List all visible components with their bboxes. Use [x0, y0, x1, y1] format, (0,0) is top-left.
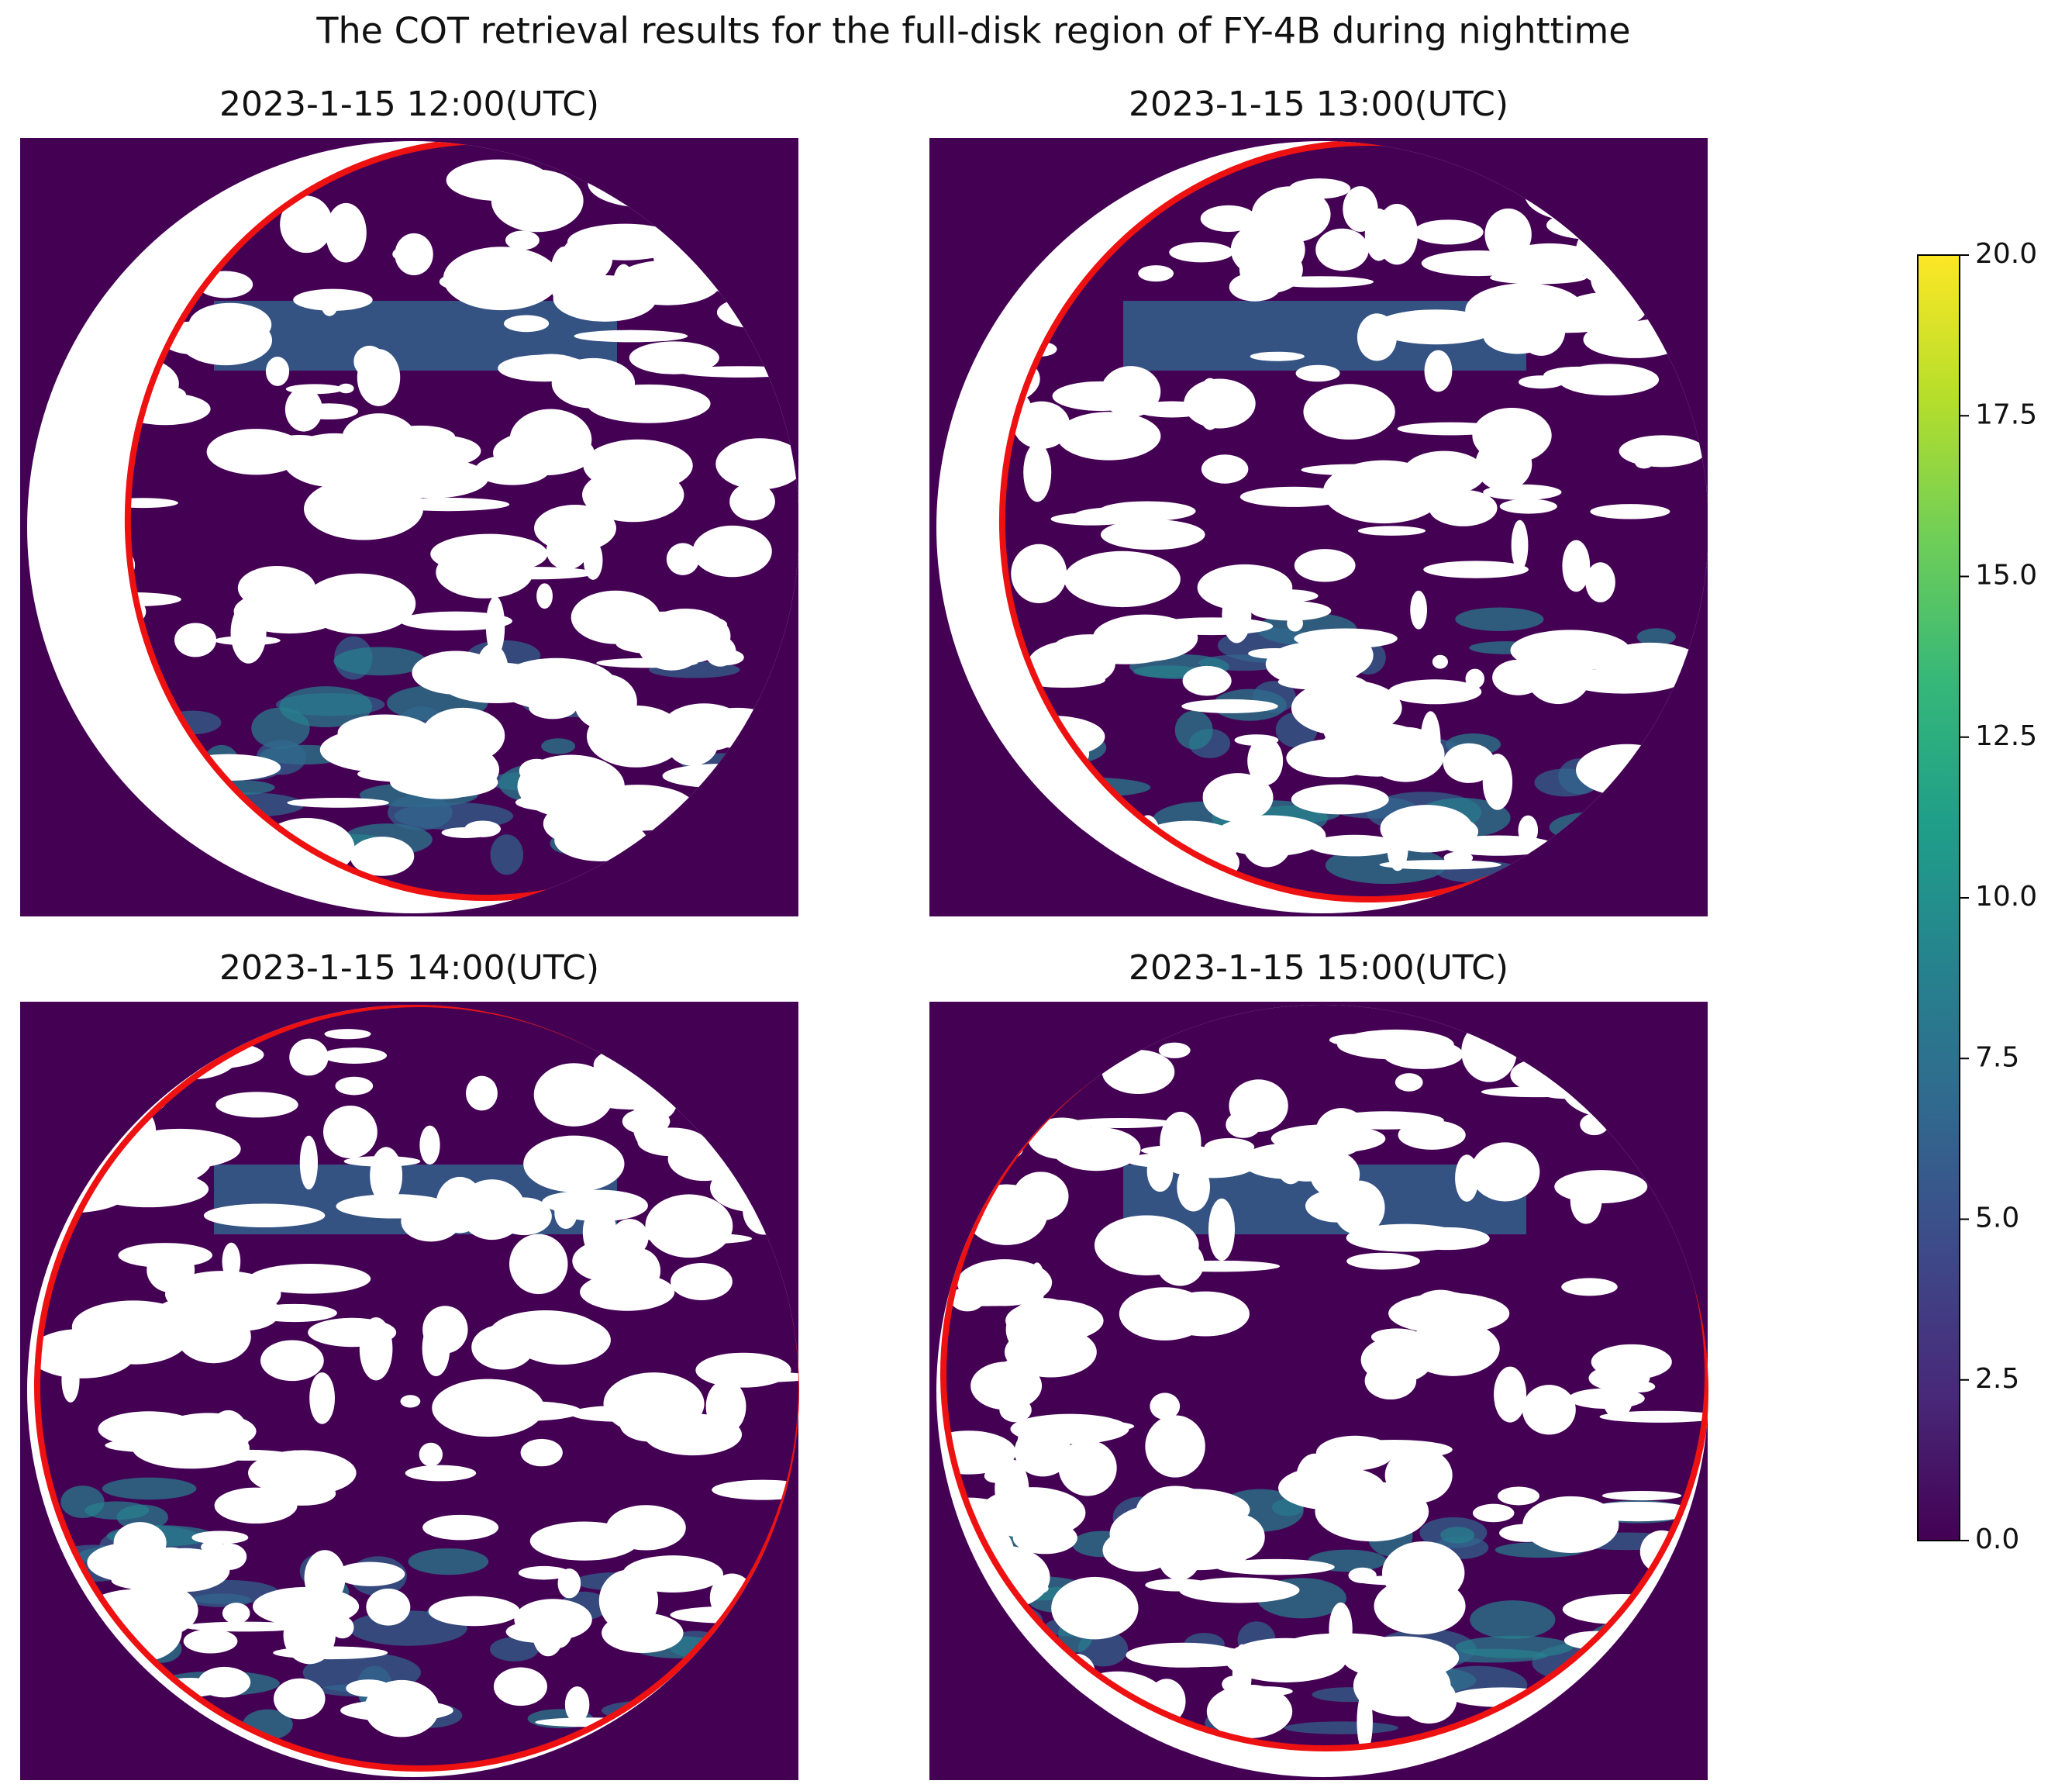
panel-image — [929, 1002, 1708, 1780]
terminator-line — [939, 1005, 1708, 1752]
terminator-line — [124, 141, 799, 902]
night-area — [943, 1005, 1708, 1749]
terminator-line — [33, 1005, 799, 1772]
colorbar-tick-label: 5.0 — [1975, 1203, 2019, 1234]
panel-image — [20, 1002, 799, 1780]
colorbar-tick-label: 17.5 — [1975, 399, 2037, 430]
panel-image — [929, 138, 1708, 916]
retrieval-area — [939, 1005, 1708, 1752]
colorbar-tick-label: 2.5 — [1975, 1363, 2019, 1395]
colorbar-tick-label: 12.5 — [1975, 720, 2037, 752]
panel-title: 2023-1-15 13:00(UTC) — [1129, 85, 1508, 124]
colorbar-tick-label: 7.5 — [1975, 1041, 2019, 1073]
night-area — [36, 1005, 799, 1769]
retrieval-area — [33, 1005, 799, 1772]
panel-title: 2023-1-15 12:00(UTC) — [219, 85, 599, 124]
colorbar-tick-label: 0.0 — [1975, 1524, 2019, 1555]
colorbar-tick-label: 20.0 — [1975, 238, 2037, 270]
colorbar-tick-label: 10.0 — [1975, 881, 2037, 913]
panel-image — [20, 138, 799, 916]
panel-title: 2023-1-15 14:00(UTC) — [219, 948, 599, 988]
panel-title: 2023-1-15 15:00(UTC) — [1129, 948, 1508, 988]
colorbar — [1917, 254, 1960, 1541]
figure-title: The COT retrieval results for the full-d… — [315, 10, 1630, 52]
colorbar-tick-label: 15.0 — [1975, 560, 2037, 592]
